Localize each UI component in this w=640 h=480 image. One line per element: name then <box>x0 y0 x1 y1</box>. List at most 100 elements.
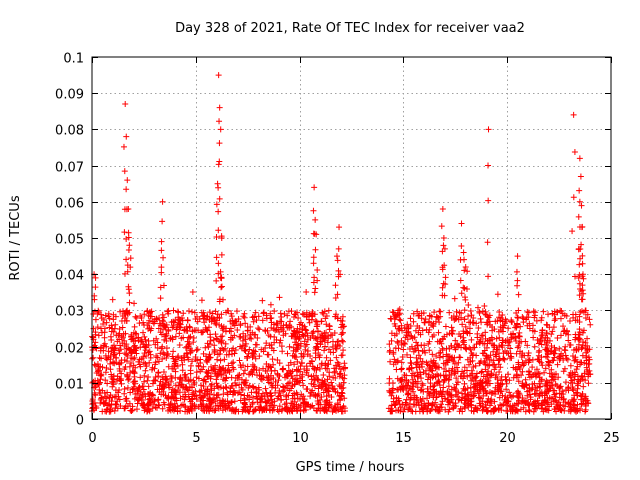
data-point <box>467 372 474 379</box>
data-point <box>174 354 181 361</box>
data-point <box>237 321 244 328</box>
data-point <box>185 308 192 315</box>
data-point <box>139 383 146 390</box>
data-point <box>129 335 136 342</box>
data-point <box>217 274 224 281</box>
data-point <box>186 323 193 330</box>
data-point <box>177 374 184 381</box>
data-point <box>317 334 324 341</box>
data-point <box>513 337 520 344</box>
data-point <box>249 354 256 361</box>
data-point <box>578 241 585 248</box>
data-point <box>403 382 410 389</box>
data-point <box>462 263 469 270</box>
data-point <box>200 328 207 335</box>
data-point <box>574 401 581 408</box>
data-point <box>448 394 455 401</box>
data-point <box>252 355 259 362</box>
data-point <box>187 362 194 369</box>
data-point <box>576 155 583 162</box>
data-point <box>93 404 100 411</box>
data-point <box>205 356 212 363</box>
data-point <box>577 407 584 414</box>
data-point <box>125 286 132 293</box>
data-point <box>312 347 319 354</box>
data-point <box>452 315 459 322</box>
data-point <box>194 357 201 364</box>
data-point <box>320 372 327 379</box>
data-point <box>91 361 98 368</box>
data-point <box>189 289 196 296</box>
data-point <box>233 382 240 389</box>
data-point <box>454 368 461 375</box>
data-point <box>430 394 437 401</box>
data-point <box>515 363 522 370</box>
data-point <box>549 395 556 402</box>
data-point <box>500 401 507 408</box>
data-point <box>201 312 208 319</box>
data-point <box>280 332 287 339</box>
data-point <box>508 318 515 325</box>
data-point <box>203 369 210 376</box>
data-point <box>438 340 445 347</box>
data-point <box>579 342 586 349</box>
data-point <box>287 359 294 366</box>
data-point <box>514 253 521 260</box>
data-point <box>520 319 527 326</box>
data-point <box>586 346 593 353</box>
data-point <box>399 401 406 408</box>
data-point <box>551 376 558 383</box>
data-point <box>492 318 499 325</box>
data-point <box>102 369 109 376</box>
data-point <box>544 354 551 361</box>
data-point <box>248 389 255 396</box>
x-tick-label: 0 <box>88 431 96 446</box>
data-point <box>587 321 594 328</box>
data-point <box>315 385 322 392</box>
data-point <box>140 386 147 393</box>
data-point <box>137 313 144 320</box>
data-point <box>505 342 512 349</box>
data-point <box>325 346 332 353</box>
data-point <box>271 367 278 374</box>
data-point <box>180 310 187 317</box>
data-point <box>289 352 296 359</box>
data-point <box>291 311 298 318</box>
data-point <box>395 307 402 314</box>
data-point <box>318 330 325 337</box>
data-point <box>313 343 320 350</box>
data-point <box>159 317 166 324</box>
data-point <box>90 334 97 341</box>
data-point <box>472 404 479 411</box>
data-point <box>93 345 100 352</box>
data-point <box>145 373 152 380</box>
data-point <box>389 387 396 394</box>
data-point <box>450 358 457 365</box>
data-point <box>573 366 580 373</box>
data-point <box>159 374 166 381</box>
data-point <box>122 330 129 337</box>
data-point <box>424 385 431 392</box>
data-point <box>414 384 421 391</box>
data-point <box>146 310 153 317</box>
data-point <box>484 382 491 389</box>
data-point <box>390 398 397 405</box>
data-point <box>513 310 520 317</box>
data-point <box>556 355 563 362</box>
data-point <box>499 337 506 344</box>
data-point <box>145 383 152 390</box>
data-point <box>219 333 226 340</box>
data-point <box>114 338 121 345</box>
data-point <box>191 402 198 409</box>
data-point <box>256 326 263 333</box>
data-point <box>444 396 451 403</box>
data-point <box>558 394 565 401</box>
data-point <box>332 313 339 320</box>
data-point <box>294 341 301 348</box>
data-point <box>480 385 487 392</box>
data-point <box>144 377 151 384</box>
data-point <box>210 365 217 372</box>
data-point <box>144 391 151 398</box>
data-point <box>107 366 114 373</box>
data-point <box>126 299 133 306</box>
